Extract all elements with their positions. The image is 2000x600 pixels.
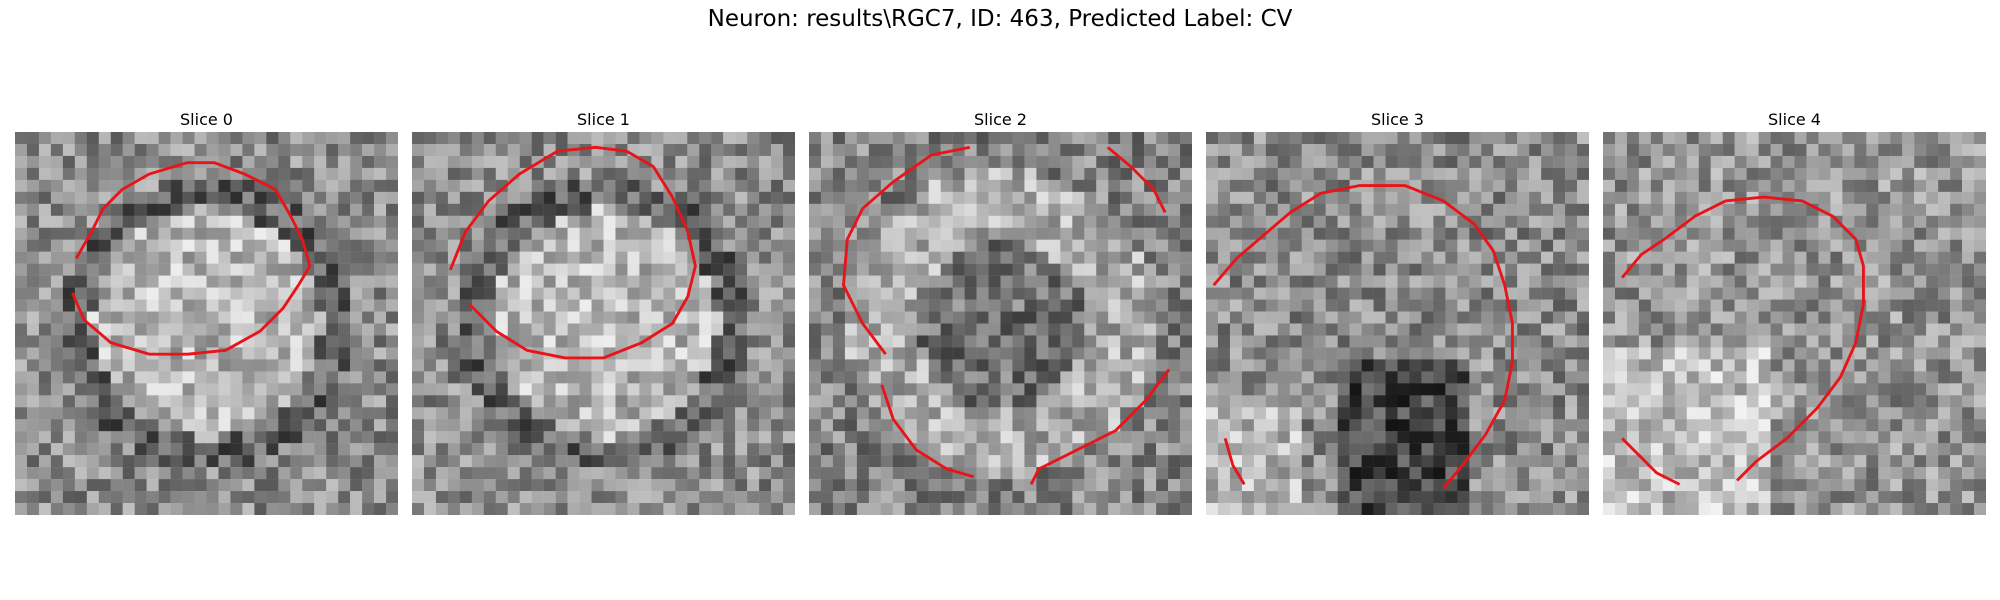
slice-title: Slice 3: [1371, 110, 1424, 129]
segmentation-contour: [880, 384, 975, 479]
slice-image: [1206, 132, 1589, 515]
slice-image: [412, 132, 795, 515]
slice-panel-1: Slice 1: [412, 108, 795, 515]
slice-image: [809, 132, 1192, 515]
segmentation-contour: [448, 145, 697, 360]
slice-title: Slice 1: [577, 110, 630, 129]
figure-title: Neuron: results\RGC7, ID: 463, Predicted…: [707, 6, 1293, 32]
segmentation-contour: [1223, 438, 1246, 486]
slice-title: Slice 2: [974, 110, 1027, 129]
segmentation-contour: [1621, 195, 1865, 482]
segmentation-contour: [71, 161, 312, 356]
segmentation-contour: [1106, 146, 1167, 214]
slice-title: Slice 0: [180, 110, 233, 129]
slice-panel-0: Slice 0: [15, 108, 398, 515]
slice-panel-2: Slice 2: [809, 108, 1192, 515]
slice-image: [1603, 132, 1986, 515]
slice-panel-3: Slice 3: [1206, 108, 1589, 515]
segmentation-contour: [1212, 184, 1514, 490]
slice-image: [15, 132, 398, 515]
segmentation-contour: [842, 145, 971, 356]
slice-panel-4: Slice 4: [1603, 108, 1986, 515]
segmentation-contour: [1029, 368, 1171, 486]
slice-title: Slice 4: [1768, 110, 1821, 129]
segmentation-contour: [1621, 437, 1681, 486]
